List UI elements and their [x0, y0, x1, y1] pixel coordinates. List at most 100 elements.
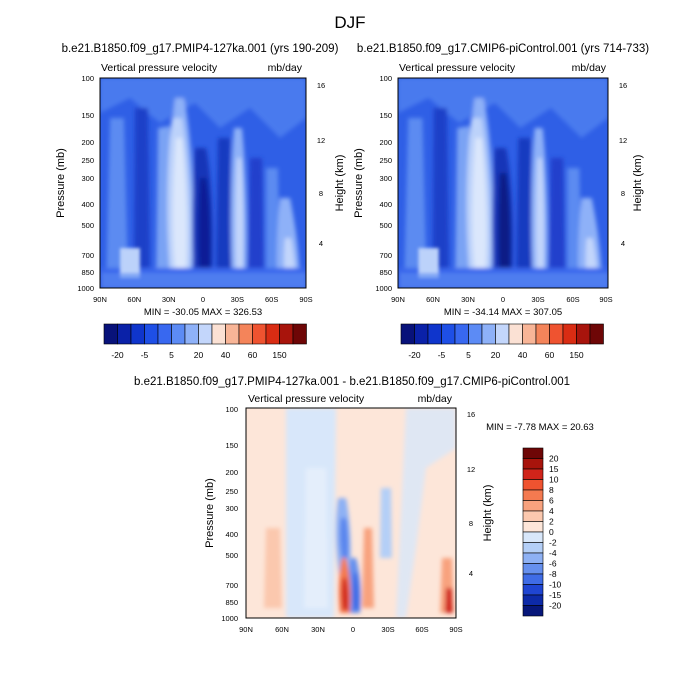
panel2-xtick-30n: 30N: [461, 295, 475, 304]
cb1-label-1: -20: [111, 350, 124, 360]
cb3-label-14: -15: [549, 590, 562, 600]
panel1-xtick-60n: 60N: [127, 295, 141, 304]
cb1-box-4: [144, 323, 159, 345]
panel3-y2tick-8: 8: [469, 519, 473, 528]
panel2-y-axis-label: Pressure (mb): [353, 148, 365, 218]
panel-difference: b.e21.B1850.f09_g17.PMIP4-127ka.001 - b.…: [134, 376, 594, 634]
cb3-box-4: [522, 479, 544, 491]
cb2-label-2: -5: [438, 350, 446, 360]
cb3-label-1: 20: [549, 454, 559, 464]
panel1-colorbar: -20 -5 5 20 40 60 150: [103, 323, 307, 360]
panel3-xtick-60s: 60S: [415, 625, 428, 634]
figure-title: DJF: [334, 13, 365, 32]
cb3-box-3: [522, 468, 544, 480]
panel3-y2tick-12: 12: [467, 465, 475, 474]
panel3-field-name: Vertical pressure velocity: [248, 393, 365, 405]
cb3-label-6: 4: [549, 506, 554, 516]
cb2-box-9: [508, 323, 523, 345]
panel3-y2tick-4: 4: [469, 569, 473, 578]
panel3-ytick-150: 150: [225, 441, 238, 450]
cb3-box-15: [522, 594, 544, 606]
panel3-xtick-30n: 30N: [311, 625, 325, 634]
panel2-y2tick-8: 8: [621, 189, 625, 198]
cb2-label-6: 60: [545, 350, 555, 360]
panel1-xtick-60s: 60S: [265, 295, 278, 304]
panel2-ytick-1000: 1000: [375, 284, 392, 293]
panel3-ytick-850: 850: [225, 598, 238, 607]
cb2-label-3: 5: [466, 350, 471, 360]
cb2-box-15: [589, 323, 604, 345]
panel2-frame: [397, 77, 609, 289]
panel2-y2tick-16: 16: [619, 81, 627, 90]
cb1-box-13: [265, 323, 280, 345]
panel1-xtick-30n: 30N: [162, 295, 176, 304]
panel1-min-max: MIN = -30.05 MAX = 326.53: [144, 307, 262, 318]
cb1-box-10: [225, 323, 240, 345]
panel2-ytick-700: 700: [379, 251, 392, 260]
cb2-label-7: 150: [569, 350, 583, 360]
panel3-min-max: MIN = -7.78 MAX = 20.63: [486, 422, 594, 433]
cb1-box-8: [198, 323, 213, 345]
panel1-frame: [99, 77, 307, 289]
cb3-box-5: [522, 489, 544, 501]
cb1-box-3: [130, 323, 145, 345]
cb3-box-6: [522, 500, 544, 512]
cb1-box-7: [184, 323, 199, 345]
panel3-y-ticks: 100 150 200 250 300 400 500 700 850 1000: [221, 405, 238, 623]
cb3-label-15: -20: [549, 601, 562, 611]
panel2-y-ticks: 100 150 200 250 300 400 500 700 850 1000: [375, 74, 392, 293]
cb3-label-4: 8: [549, 485, 554, 495]
cb1-box-14: [279, 323, 294, 345]
panel1-ytick-150: 150: [81, 111, 94, 120]
panel2-field-name: Vertical pressure velocity: [399, 62, 516, 74]
cb3-label-8: 0: [549, 527, 554, 537]
panel3-xtick-60n: 60N: [275, 625, 289, 634]
panel1-units: mb/day: [268, 62, 303, 74]
panel2-ytick-150: 150: [379, 111, 392, 120]
cb2-box-11: [535, 323, 550, 345]
cb2-box-14: [576, 323, 591, 345]
cb3-box-7: [522, 510, 544, 522]
panel1-ytick-500: 500: [81, 221, 94, 230]
panel2-xtick-60s: 60S: [566, 295, 579, 304]
cb1-box-9: [211, 323, 226, 345]
cb3-box-12: [522, 563, 544, 575]
cb1-box-11: [238, 323, 253, 345]
panel3-frame: [245, 407, 457, 619]
panel1-ytick-700: 700: [81, 251, 94, 260]
panel2-ytick-500: 500: [379, 221, 392, 230]
cb1-label-7: 150: [272, 350, 286, 360]
panel3-title: b.e21.B1850.f09_g17.PMIP4-127ka.001 - b.…: [134, 376, 570, 388]
panel1-contour-field: [100, 78, 306, 288]
panel1-ytick-1000: 1000: [77, 284, 94, 293]
panel3-x-ticks: 90N 60N 30N 0 30S 60S 90S: [239, 625, 463, 634]
panel3-ytick-200: 200: [225, 468, 238, 477]
panel3-xtick-90n: 90N: [239, 625, 253, 634]
panel3-contour-field: [246, 408, 456, 618]
panel2-xtick-60n: 60N: [426, 295, 440, 304]
cb3-label-12: -8: [549, 569, 557, 579]
panel3-ytick-1000: 1000: [221, 614, 238, 623]
panel3-xtick-30s: 30S: [381, 625, 394, 634]
cb2-label-1: -20: [408, 350, 421, 360]
panel3-y-axis-label: Pressure (mb): [204, 478, 216, 548]
cb2-box-3: [427, 323, 442, 345]
panel1-ytick-300: 300: [81, 174, 94, 183]
cb3-box-13: [522, 573, 544, 585]
cb2-box-6: [468, 323, 483, 345]
cb1-label-3: 5: [169, 350, 174, 360]
panel2-y2-axis-label: Height (km): [632, 155, 644, 212]
panel2-xtick-90s: 90S: [599, 295, 612, 304]
cb3-label-10: -4: [549, 548, 557, 558]
cb2-box-1: [400, 323, 415, 345]
panel2-ytick-100: 100: [379, 74, 392, 83]
panel3-colorbar: 20 15 10 8 6 4 2 0 -2 -4 -6 -8 -10 -15 -…: [522, 447, 562, 617]
cb1-box-15: [292, 323, 307, 345]
panel2-colorbar: -20 -5 5 20 40 60 150: [400, 323, 604, 360]
cb2-box-12: [549, 323, 564, 345]
cb1-box-5: [157, 323, 172, 345]
cb1-box-1: [103, 323, 118, 345]
panel1-ytick-400: 400: [81, 200, 94, 209]
panel1-ytick-850: 850: [81, 268, 94, 277]
